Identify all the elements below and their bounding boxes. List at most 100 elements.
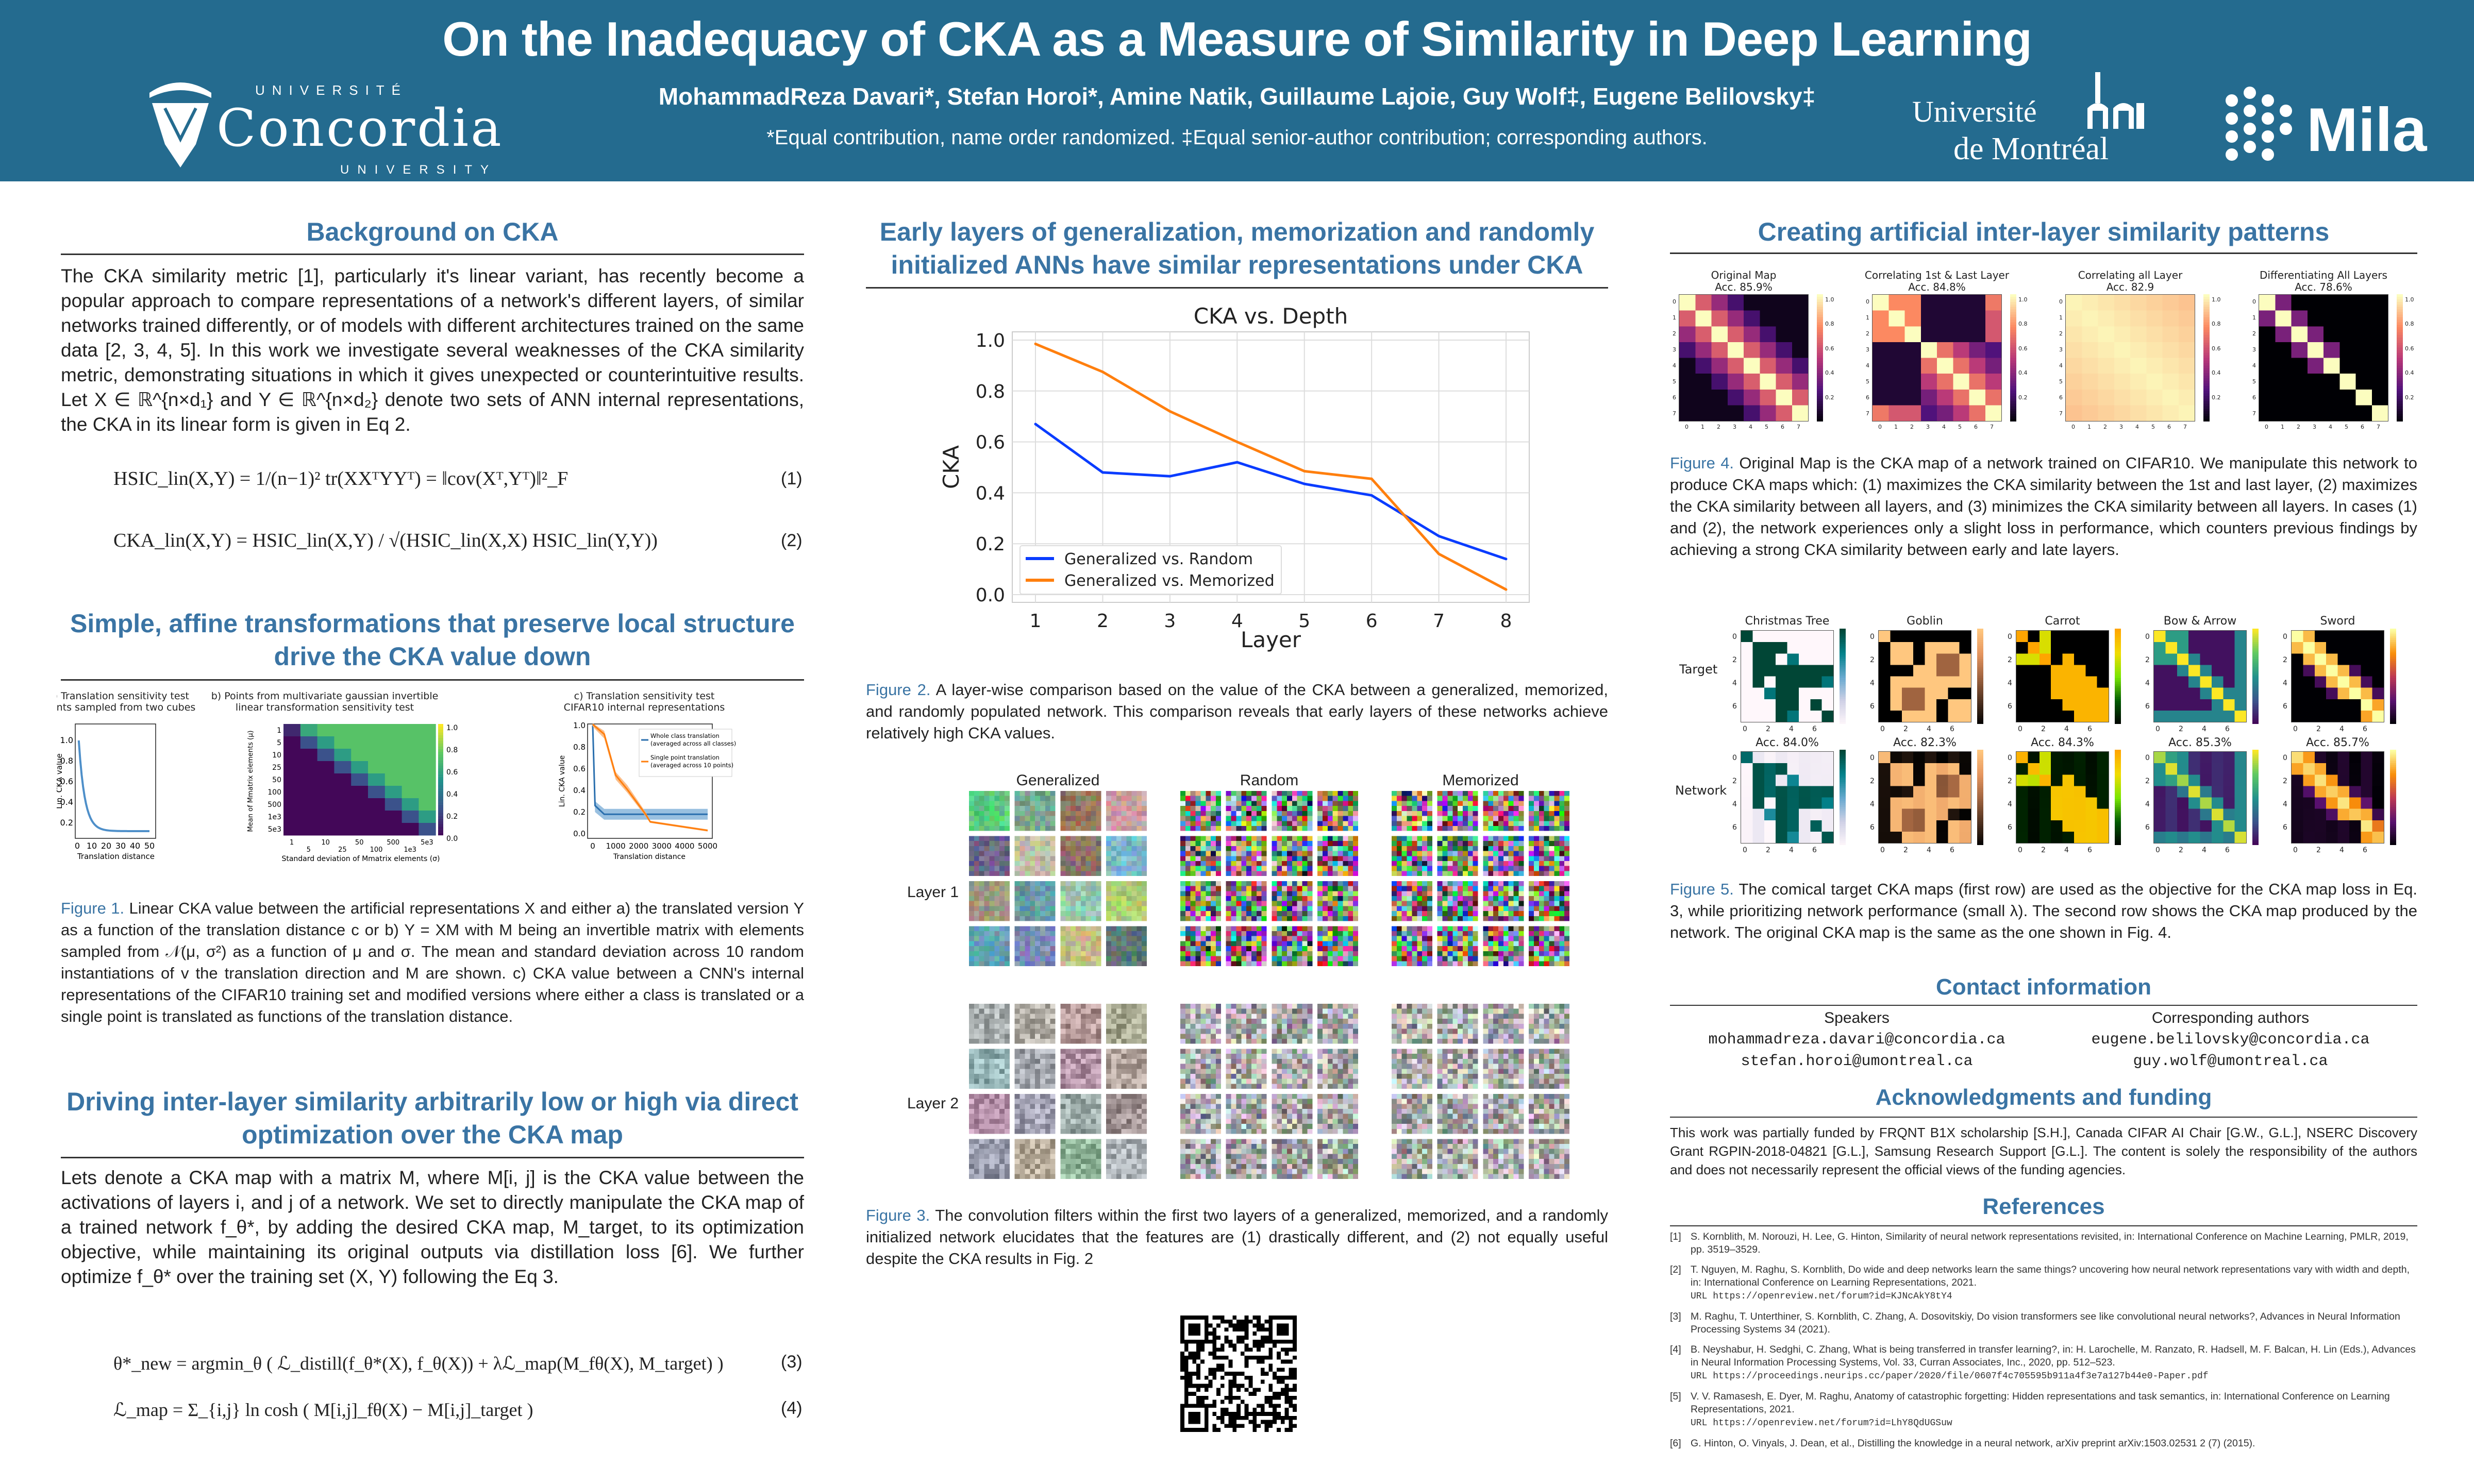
colorbar-segment (438, 754, 443, 757)
colorbar-segment (438, 788, 443, 791)
equation-1-number: (1) (781, 469, 803, 488)
x-tick-label: 6 (2225, 725, 2230, 733)
x-tick-label: 7 (1433, 611, 1445, 632)
reference-url[interactable]: URL https://openreview.net/forum?id=KJNc… (1691, 1291, 1952, 1302)
x-tick-label: 6 (1812, 725, 1817, 733)
colorbar-tick: 0.0 (446, 835, 458, 843)
colorbar-segment (438, 799, 443, 802)
x-tick-label: 3 (1733, 424, 1736, 430)
x-tick-label: 6 (1950, 725, 1954, 733)
reference-item: [6] G. Hinton, O. Vinyals, J. Dean, et al… (1670, 1437, 2417, 1450)
y-tick-label: 0.6 (573, 764, 586, 773)
reference-url[interactable]: URL https://proceedings.neurips.cc/paper… (1691, 1371, 2209, 1381)
fig5-network-heatmap (2153, 751, 2247, 844)
fig5-network-acc: Acc. 84.3% (2031, 736, 2094, 749)
fig5-target-title: Carrot (2045, 615, 2080, 628)
fig5-network-heatmap (2016, 751, 2109, 844)
y-tick-label: 1 (1866, 314, 1869, 321)
x-tick-label: 2 (1766, 725, 1770, 733)
y-tick-label: 3 (2252, 346, 2256, 353)
reference-url[interactable]: URL https://openreview.net/forum?id=LhY8… (1691, 1418, 1952, 1428)
concordia-emblem-icon (149, 82, 211, 167)
colorbar-segment (438, 780, 443, 783)
y-tick-label: 6 (1732, 823, 1737, 832)
speaker-email[interactable]: stefan.horoi@umontreal.ca (1741, 1053, 1973, 1070)
x-tick-label: 1 (2281, 424, 2284, 430)
fig5-target-heatmap (2291, 630, 2384, 722)
y-axis-label: Lin. CKA value (57, 753, 64, 809)
heatmap-cell (283, 798, 301, 811)
colorbar-tick: 0.2 (2018, 394, 2028, 401)
corresponding-email[interactable]: guy.wolf@umontreal.ca (2133, 1053, 2328, 1070)
colorbar-tick: 0.2 (1825, 394, 1834, 401)
data-point (1101, 471, 1104, 474)
x-tick-label: 2 (2041, 846, 2046, 854)
x-tick-label: 6 (1366, 611, 1378, 632)
heatmap-cell (385, 786, 403, 799)
y-tick-label: 4 (1870, 679, 1875, 687)
legend-label: Single point translation (650, 754, 720, 761)
colorbar-segment (438, 735, 443, 738)
heatmap-cell (351, 786, 369, 799)
corresponding-email[interactable]: eugene.belilovsky@concordia.ca (2091, 1031, 2370, 1049)
heatmap-cell (283, 724, 301, 737)
colorbar-segment (438, 740, 443, 744)
heatmap-cell (283, 761, 301, 774)
x-tick-label: 0 (2018, 846, 2022, 854)
colorbar-tick: 0.8 (1825, 321, 1834, 327)
colorbar-tick: 0.4 (1825, 369, 1834, 376)
y-tick-label: 4 (1673, 362, 1676, 369)
qr-code[interactable] (1180, 1316, 1297, 1432)
subplot-title: a) Translation sensitivity test (57, 690, 189, 702)
heatmap-cell (402, 773, 419, 786)
y-tick-label: 6 (1732, 702, 1737, 711)
heatmap-cell (419, 823, 436, 836)
data-point (1101, 370, 1104, 374)
x-tick-label: 2 (2041, 725, 2046, 733)
section-heading-driving: Driving inter-layer similarity arbitrari… (66, 1087, 798, 1149)
x-axis-label: Standard deviation of Mmatrix elements (… (281, 855, 440, 863)
colorbar-segment (438, 796, 443, 799)
y-tick-label: 0.2 (976, 534, 1005, 555)
y-tick-label: 5e3 (268, 825, 281, 834)
y-tick-label: 5 (2059, 378, 2063, 385)
y-tick-label: 0 (1732, 754, 1737, 762)
x-tick-label: 2 (1903, 846, 1908, 854)
speaker-email[interactable]: mohammadreza.davari@concordia.ca (1708, 1031, 2005, 1049)
reference-item: [4] B. Neyshabur, H. Sedghi, C. Zhang, Wh… (1670, 1343, 2417, 1383)
heatmap-cell (368, 798, 386, 811)
x-tick-label: 6 (2087, 725, 2092, 733)
fig4-acc: Acc. 85.9% (1715, 281, 1773, 293)
x-tick-label: 6 (2167, 424, 2171, 430)
equation-3: θ*_new = argmin_θ ( ℒ_distill(f_θ*(X), f… (113, 1353, 724, 1374)
fig4-heatmap (2259, 294, 2388, 421)
y-axis-label: Mean of Mmatrix elements (μ) (247, 731, 255, 832)
x-tick-label: 4 (2202, 725, 2206, 733)
data-point (1303, 482, 1306, 485)
y-tick-label: 0 (1732, 633, 1737, 641)
y-tick-label: 1 (2059, 314, 2063, 321)
legend-label: (averaged across 10 points) (650, 762, 733, 769)
heatmap-cell (368, 811, 386, 823)
heatmap-cell (334, 736, 352, 749)
mila-logo: Mila (2221, 85, 2428, 173)
colorbar-segment (438, 821, 443, 824)
data-point (1437, 534, 1441, 537)
heatmap-cell (368, 736, 386, 749)
y-tick-label: 0 (1870, 754, 1875, 762)
x-tick-label: 0 (2071, 424, 2075, 430)
colorbar (2203, 294, 2210, 421)
x-tick-label: 0 (2018, 725, 2022, 733)
figure-3-label: Figure 3. (866, 1206, 930, 1224)
x-tick-label: 0 (1880, 725, 1885, 733)
y-tick-label: 4 (2059, 362, 2063, 369)
colorbar-segment (438, 807, 443, 811)
reference-body: V. V. Ramasesh, E. Dyer, M. Raghu, Anato… (1691, 1390, 2417, 1430)
heatmap-cell (351, 823, 369, 836)
x-tick-label: 3000 (652, 841, 672, 851)
y-axis-label: CKA (939, 445, 964, 489)
filters-col-generalized: Generalized (1016, 772, 1100, 789)
fig5-target-heatmap (1741, 630, 1834, 722)
heatmap-cell (300, 811, 318, 823)
x-tick-label: 0 (2293, 846, 2298, 854)
